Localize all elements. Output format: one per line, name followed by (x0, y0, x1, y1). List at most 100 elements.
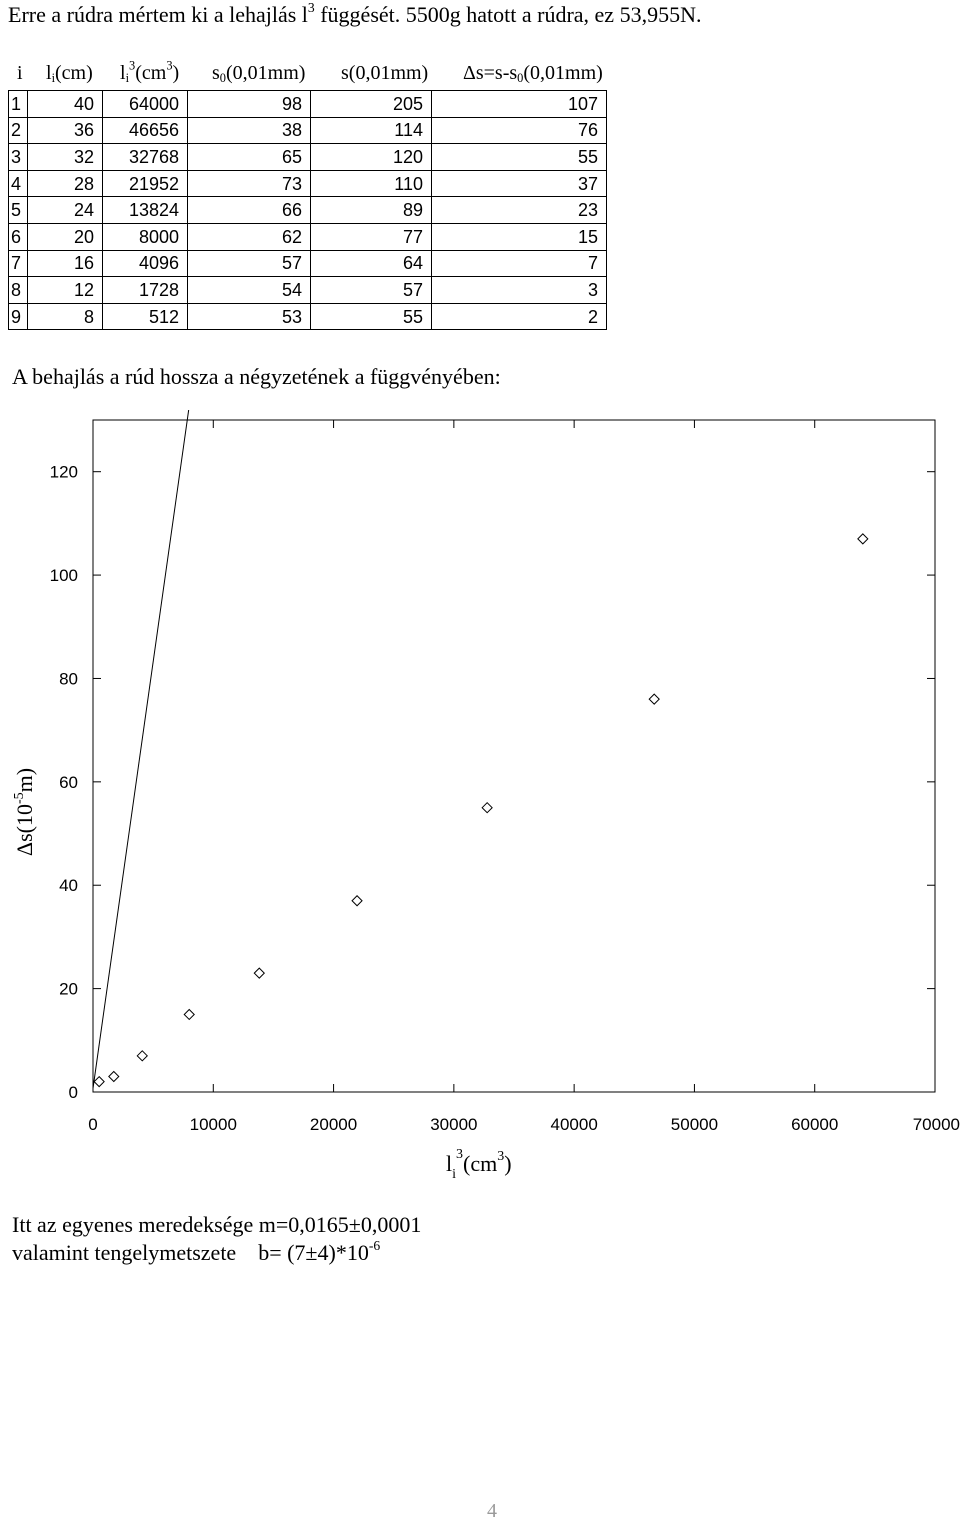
cell-s0-value: 66 (187, 196, 311, 224)
header-i: i (17, 62, 23, 84)
cell-s-value: 57 (310, 276, 432, 304)
cell-length: 36 (27, 116, 103, 145)
data-point (648, 693, 660, 705)
measurement-table: 1 40 64000 98 205 107 2 36 46656 38 114 76 3 32 32768 6… (8, 90, 607, 331)
cell-delta-s-value: 107 (431, 90, 607, 118)
cell-delta-s-value: 15 (431, 222, 607, 251)
cell-length-cubed: 32768 (102, 143, 188, 171)
cell-s0-value: 62 (187, 222, 311, 251)
cell-s-value: 120 (310, 143, 432, 171)
y-tick-label: 0 (69, 1083, 78, 1102)
table-row: 2 36 46656 38 114 76 (8, 116, 607, 145)
cell-row-index: 2 (8, 116, 28, 145)
cell-row-index: 5 (8, 196, 28, 224)
y-tick-label: 40 (59, 876, 78, 895)
header-length: li(cm) (46, 62, 93, 86)
fit-line (92, 410, 190, 1089)
x-tick-label: 10000 (190, 1115, 237, 1134)
deflection-chart: 0 10000 20000 30000 40000 50000 60000 70000 0 20 4… (12, 410, 960, 1182)
x-tick-label: 20000 (310, 1115, 357, 1134)
data-points (93, 533, 869, 1088)
header-delta-s: Δs=s-s0(0,01mm) (463, 62, 603, 86)
cell-row-index: 8 (8, 276, 28, 304)
data-point (857, 533, 869, 545)
cell-length: 12 (27, 276, 103, 304)
cell-length-cubed: 13824 (102, 196, 188, 224)
data-point (108, 1070, 120, 1083)
cell-s0-value: 57 (187, 249, 311, 278)
cell-s0-value: 53 (187, 302, 311, 331)
cell-s0-value: 73 (187, 169, 311, 198)
header-length-cubed: li3(cm3) (120, 58, 180, 86)
data-point (93, 1075, 105, 1088)
x-tick-label: 50000 (671, 1115, 718, 1134)
cell-length: 16 (27, 249, 103, 278)
y-tick-label: 100 (50, 566, 78, 585)
table-row: 8 12 1728 54 57 3 (8, 276, 607, 304)
cell-length: 40 (27, 90, 103, 118)
cell-s-value: 77 (310, 222, 432, 251)
cell-s-value: 110 (310, 169, 432, 198)
cell-s0-value: 38 (187, 116, 311, 145)
table-header: i li(cm) li3(cm3) s0(0,01mm) s(0,01mm) Δ… (0, 58, 640, 90)
cell-delta-s-value: 55 (431, 143, 607, 171)
x-tick-label: 60000 (791, 1115, 838, 1134)
header-s: s(0,01mm) (341, 62, 429, 84)
y-tick-label: 120 (50, 463, 78, 482)
x-tick-label: 40000 (551, 1115, 598, 1134)
cell-row-index: 7 (8, 249, 28, 278)
cell-s-value: 55 (310, 302, 432, 331)
table-row: 3 32 32768 65 120 55 (8, 143, 607, 171)
cell-row-index: 1 (8, 90, 28, 118)
axis-tick-labels: 0 10000 20000 30000 40000 50000 60000 70000 0 20 4… (50, 463, 960, 1134)
y-axis-label: Δs(10-5m) (12, 768, 37, 856)
data-point (351, 895, 363, 907)
data-point (253, 967, 265, 979)
intro-text-start: Erre a rúdra mértem ki a lehajlás l (8, 2, 308, 27)
table-row: 1 40 64000 98 205 107 (8, 90, 607, 118)
cell-s-value: 205 (310, 90, 432, 118)
cell-row-index: 4 (8, 169, 28, 198)
cell-delta-s-value: 23 (431, 196, 607, 224)
x-tick-label: 70000 (913, 1115, 960, 1134)
data-point (183, 1008, 195, 1021)
table-row: 9 8 512 53 55 2 (8, 302, 607, 331)
cell-row-index: 6 (8, 222, 28, 251)
axis-ticks (92, 420, 936, 1093)
cell-length-cubed: 4096 (102, 249, 188, 278)
cell-s0-value: 65 (187, 143, 311, 171)
cell-s-value: 64 (310, 249, 432, 278)
header-s0: s0(0,01mm) (212, 62, 306, 86)
cell-length-cubed: 1728 (102, 276, 188, 304)
cell-length: 28 (27, 169, 103, 198)
fit-line-group (92, 410, 190, 1089)
cell-delta-s-value: 7 (431, 249, 607, 278)
intro-sentence: Erre a rúdra mértem ki a lehajlás l3 füg… (8, 0, 701, 28)
plot-caption: A behajlás a rúd hossza a négyzetének a … (12, 364, 501, 389)
cell-delta-s-value: 37 (431, 169, 607, 198)
table-row: 4 28 21952 73 110 37 (8, 169, 607, 198)
cell-delta-s-value: 76 (431, 116, 607, 145)
page-number: 4 (487, 1500, 497, 1522)
y-tick-label: 80 (59, 669, 78, 688)
cell-length-cubed: 21952 (102, 169, 188, 198)
table-row: 6 20 8000 62 77 15 (8, 222, 607, 251)
cell-s-value: 89 (310, 196, 432, 224)
cell-length-cubed: 512 (102, 302, 188, 331)
cell-s-value: 114 (310, 116, 432, 145)
intro-exponent: 3 (307, 0, 315, 15)
fit-slope-text: Itt az egyenes meredeksége m=0,0165±0,00… (12, 1212, 422, 1237)
x-axis-label: li3(cm3) (446, 1147, 512, 1182)
cell-length: 20 (27, 222, 103, 251)
cell-s0-value: 54 (187, 276, 311, 304)
cell-delta-s-value: 3 (431, 276, 607, 304)
table-row: 5 24 13824 66 89 23 (8, 196, 607, 224)
fit-intercept-text: valamint tengelymetszete b= (7±4)*10-6 (12, 1237, 381, 1265)
cell-s0-value: 98 (187, 90, 311, 118)
cell-length-cubed: 64000 (102, 90, 188, 118)
cell-length: 32 (27, 143, 103, 171)
data-point (136, 1050, 148, 1062)
cell-row-index: 3 (8, 143, 28, 171)
measurement-table-body: 1 40 64000 98 205 107 2 36 46656 38 114 76 3 32 32768 6… (8, 90, 607, 331)
y-tick-label: 60 (59, 773, 78, 792)
